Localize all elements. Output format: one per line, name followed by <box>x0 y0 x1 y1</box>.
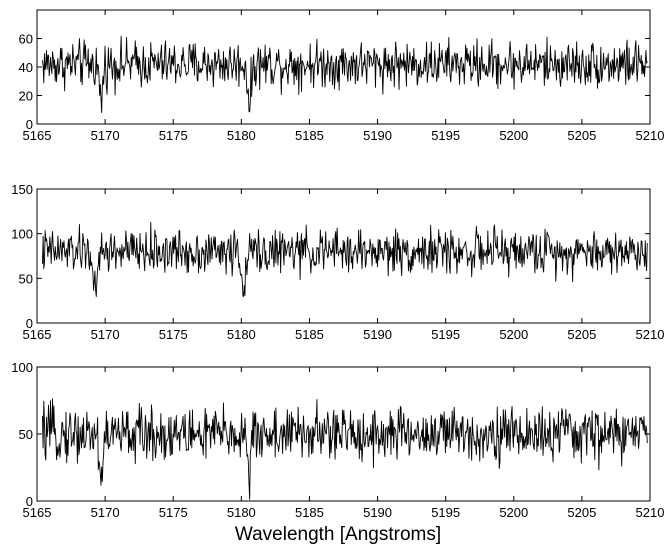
x-tick-label-bottom: 5190 <box>363 505 392 520</box>
x-tick-label-top: 5200 <box>499 128 528 143</box>
y-tick-label-middle: 50 <box>19 271 33 286</box>
x-tick-label-top: 5205 <box>567 128 596 143</box>
y-tick-label-bottom: 50 <box>19 427 33 442</box>
plot-frame-middle <box>36 188 651 324</box>
y-tick-label-top: 40 <box>19 60 33 75</box>
x-tick-label-middle: 5165 <box>23 327 52 342</box>
y-tick-label-top: 60 <box>19 32 33 47</box>
x-tick-label-bottom: 5200 <box>499 505 528 520</box>
x-tick-label-bottom: 5180 <box>227 505 256 520</box>
x-tick-label-bottom: 5205 <box>567 505 596 520</box>
y-tick-label-middle: 0 <box>26 316 33 331</box>
y-tick-label-middle: 150 <box>11 182 33 197</box>
x-tick-label-top: 5195 <box>431 128 460 143</box>
spectrum-line-top <box>42 35 648 113</box>
x-tick-label-middle: 5180 <box>227 327 256 342</box>
y-tick-label-middle: 100 <box>11 227 33 242</box>
spectrum-panel-middle: 5165 5170 5175 5180 5185 5190 5195 5200 5205 5210… <box>11 182 664 342</box>
x-tick-label-bottom: 5175 <box>159 505 188 520</box>
x-tick-label-middle: 5170 <box>91 327 120 342</box>
x-tick-label-top: 5170 <box>91 128 120 143</box>
spectrum-panel-top: 5165 5170 5175 5180 5185 5190 5195 5200 5205 5210… <box>19 9 665 143</box>
x-tick-label-middle: 5175 <box>159 327 188 342</box>
x-tick-label-middle: 5185 <box>295 327 324 342</box>
x-tick-label-top: 5165 <box>23 128 52 143</box>
x-tick-label-bottom: 5195 <box>431 505 460 520</box>
y-tick-label-top: 0 <box>26 117 33 132</box>
y-tick-label-bottom: 100 <box>11 360 33 375</box>
x-tick-label-top: 5180 <box>227 128 256 143</box>
x-tick-label-top: 5185 <box>295 128 324 143</box>
spectrum-line-bottom <box>42 398 648 500</box>
y-tick-label-top: 20 <box>19 89 33 104</box>
x-tick-label-bottom: 5165 <box>23 505 52 520</box>
x-tick-label-middle: 5210 <box>636 327 665 342</box>
x-tick-label-middle: 5190 <box>363 327 392 342</box>
x-tick-label-bottom: 5185 <box>295 505 324 520</box>
x-tick-label-middle: 5205 <box>567 327 596 342</box>
spectrum-panel-bottom: 5165 5170 5175 5180 5185 5190 5195 5200 5205 5210… <box>11 360 664 520</box>
x-tick-label-middle: 5195 <box>431 327 460 342</box>
x-tick-label-bottom: 5170 <box>91 505 120 520</box>
x-tick-label-top: 5175 <box>159 128 188 143</box>
x-tick-label-top: 5190 <box>363 128 392 143</box>
x-tick-label-top: 5210 <box>636 128 665 143</box>
x-tick-label-bottom: 5210 <box>636 505 665 520</box>
spectrum-line-middle <box>42 221 648 298</box>
x-tick-label-middle: 5200 <box>499 327 528 342</box>
x-axis-label: Wavelength [Angstroms] <box>235 524 441 545</box>
y-tick-label-bottom: 0 <box>26 494 33 509</box>
